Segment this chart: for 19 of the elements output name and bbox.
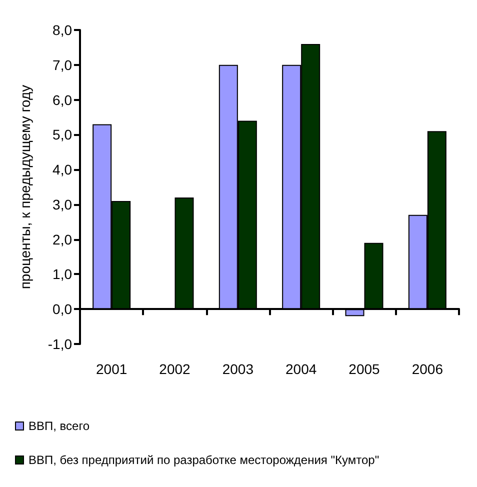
x-tick-label: 2002 bbox=[159, 361, 191, 377]
x-tick-label: 2005 bbox=[348, 361, 380, 377]
y-tick-label: 6,0 bbox=[52, 92, 72, 108]
y-tick-label: 2,0 bbox=[52, 231, 72, 248]
y-tick-label: 4,0 bbox=[52, 162, 72, 178]
y-tick-label: 3,0 bbox=[52, 196, 72, 212]
y-tick-label: 1,0 bbox=[52, 266, 72, 282]
y-tick-label: 0,0 bbox=[52, 301, 72, 318]
legend-label: ВВП, без предприятий по разработке месторождения "Кумтор" bbox=[28, 453, 380, 467]
y-tick-label: -1,0 bbox=[48, 336, 72, 352]
x-tick-label: 2006 bbox=[412, 361, 444, 377]
y-tick-label: 8,0 bbox=[52, 22, 72, 38]
y-tick-label: 5,0 bbox=[52, 126, 72, 143]
x-tick-label: 2004 bbox=[286, 361, 317, 377]
y-tick-label: 7,0 bbox=[52, 56, 72, 73]
x-tick-label: 2003 bbox=[222, 361, 254, 377]
legend-label: ВВП, всего bbox=[28, 419, 90, 433]
y-axis-title: проценты, к предыдущему году bbox=[17, 84, 33, 290]
x-tick-label: 2001 bbox=[96, 361, 128, 377]
